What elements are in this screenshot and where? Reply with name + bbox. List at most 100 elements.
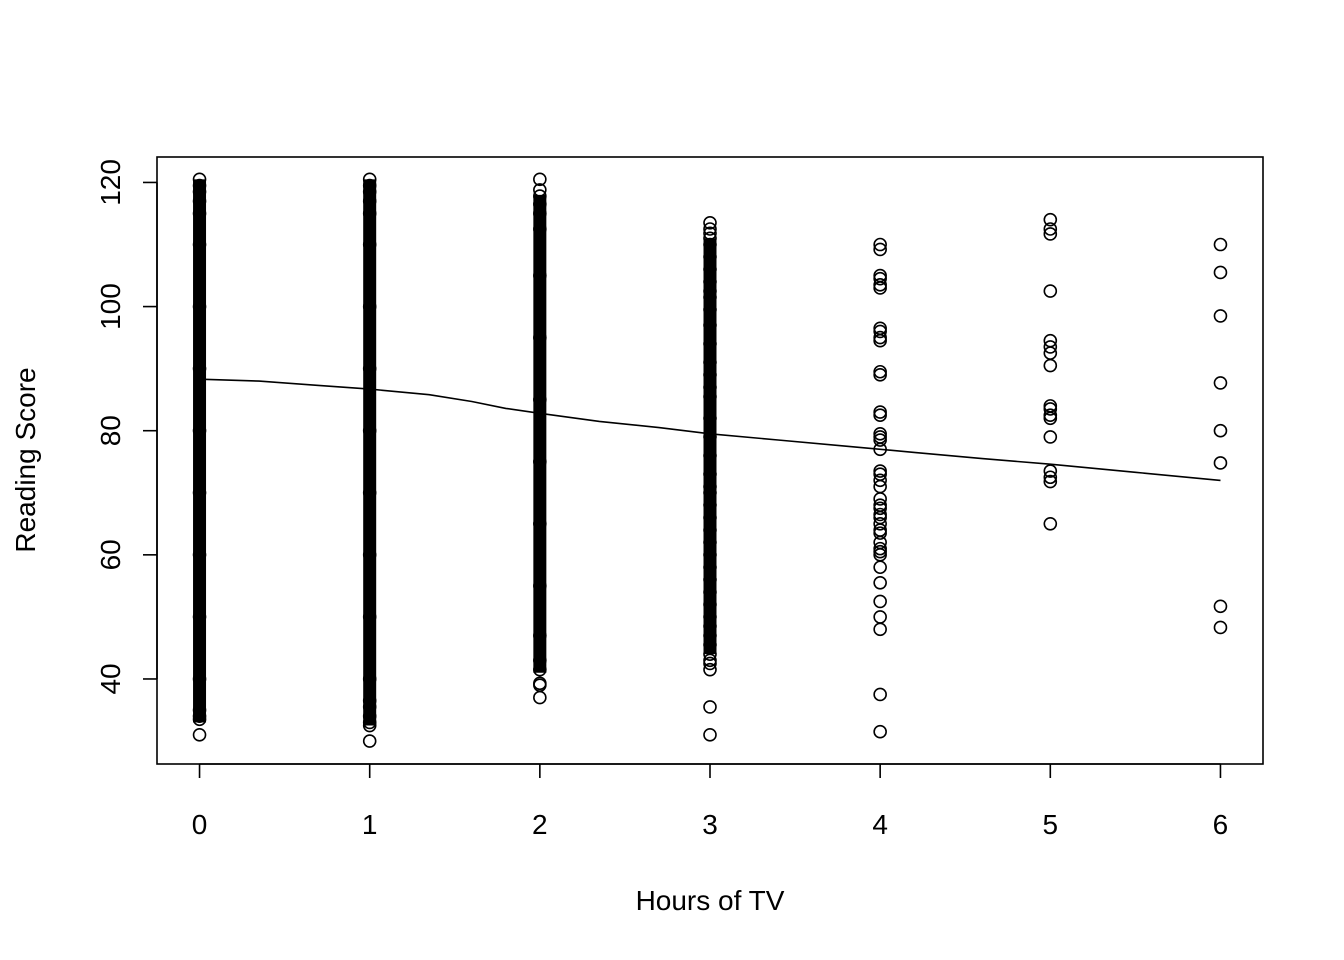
data-point <box>192 178 207 193</box>
data-point <box>703 628 717 643</box>
data-point <box>703 284 717 298</box>
data-point <box>1043 464 1058 478</box>
data-point <box>703 656 717 671</box>
data-point <box>703 411 717 426</box>
data-point <box>873 724 887 739</box>
data-point <box>1043 430 1058 444</box>
data-point <box>873 271 887 286</box>
data-point <box>533 268 547 283</box>
data-point <box>1213 265 1228 280</box>
data-point <box>362 361 377 376</box>
data-point <box>533 183 547 197</box>
data-point <box>192 423 207 438</box>
data-point <box>362 206 377 221</box>
data-point <box>703 231 717 246</box>
data-point <box>703 215 717 230</box>
data-point <box>873 333 887 348</box>
data-point <box>362 672 377 686</box>
data-point <box>873 281 887 295</box>
data-point <box>533 662 547 677</box>
data-point <box>703 380 717 395</box>
y-tick-label: 40 <box>95 663 126 694</box>
data-point <box>1213 456 1228 470</box>
data-point <box>1213 599 1228 614</box>
dense-band <box>193 179 207 723</box>
data-point <box>1043 340 1058 354</box>
data-point <box>873 237 887 252</box>
data-point <box>873 517 887 531</box>
x-axis: 0 1 2 3 4 5 6 <box>192 763 1229 840</box>
x-tick-label: 2 <box>532 809 548 840</box>
data-point <box>703 647 717 661</box>
data-point <box>703 619 717 634</box>
data-point <box>1213 309 1228 323</box>
y-axis-title: Reading Score <box>10 367 41 552</box>
data-point <box>192 703 207 717</box>
data-point <box>1043 212 1058 227</box>
data-point <box>873 622 887 637</box>
data-point <box>873 473 887 488</box>
data-point <box>703 479 717 494</box>
data-point <box>703 337 717 351</box>
data-point <box>362 610 377 624</box>
data-point <box>873 324 887 339</box>
data-point <box>873 408 887 422</box>
data-point <box>873 560 887 575</box>
data-point <box>362 548 377 562</box>
trend-line <box>199 378 1221 482</box>
data-point <box>362 299 377 314</box>
y-tick-label: 60 <box>95 539 126 570</box>
data-point <box>1213 237 1228 252</box>
data-point <box>703 302 717 317</box>
data-point <box>703 662 717 677</box>
data-points <box>192 172 1228 748</box>
data-point <box>873 526 887 540</box>
data-point <box>533 690 547 705</box>
data-point <box>362 184 377 199</box>
data-point <box>533 579 547 593</box>
data-point <box>1043 470 1058 485</box>
data-point <box>362 178 377 193</box>
data-point <box>533 206 547 221</box>
data-point <box>533 653 547 668</box>
data-point <box>703 389 717 404</box>
data-point <box>703 318 717 332</box>
data-point <box>362 718 377 733</box>
data-point <box>703 222 717 236</box>
data-point <box>192 299 207 314</box>
x-axis-title: Hours of TV <box>636 885 785 916</box>
data-point <box>192 237 207 252</box>
data-point <box>1213 376 1228 390</box>
data-point <box>533 222 547 236</box>
data-point <box>1213 423 1228 438</box>
x-tick-label: 1 <box>362 809 378 840</box>
data-point <box>192 548 207 562</box>
data-point <box>703 274 717 289</box>
x-tick-label: 0 <box>192 809 208 840</box>
data-point <box>362 237 377 252</box>
y-axis: 40 60 80 100 120 <box>95 159 158 695</box>
x-tick-label: 6 <box>1213 809 1229 840</box>
data-point <box>533 392 547 407</box>
data-point <box>1043 222 1058 236</box>
data-point <box>703 448 717 463</box>
data-point <box>362 693 377 708</box>
data-point <box>703 610 717 624</box>
data-point <box>873 610 887 624</box>
data-point <box>703 728 717 742</box>
data-point <box>873 242 887 257</box>
data-point <box>1043 284 1058 298</box>
x-tick-label: 5 <box>1043 809 1059 840</box>
data-point <box>703 430 717 444</box>
dense-band <box>363 179 377 726</box>
data-point <box>362 700 377 714</box>
x-tick-label: 4 <box>872 809 888 840</box>
data-point <box>1043 517 1058 531</box>
dense-band <box>533 194 547 673</box>
data-point <box>873 368 887 382</box>
data-point <box>703 226 717 241</box>
data-point <box>533 454 547 469</box>
data-point <box>873 501 887 516</box>
data-point <box>1043 474 1058 489</box>
data-point <box>192 672 207 686</box>
